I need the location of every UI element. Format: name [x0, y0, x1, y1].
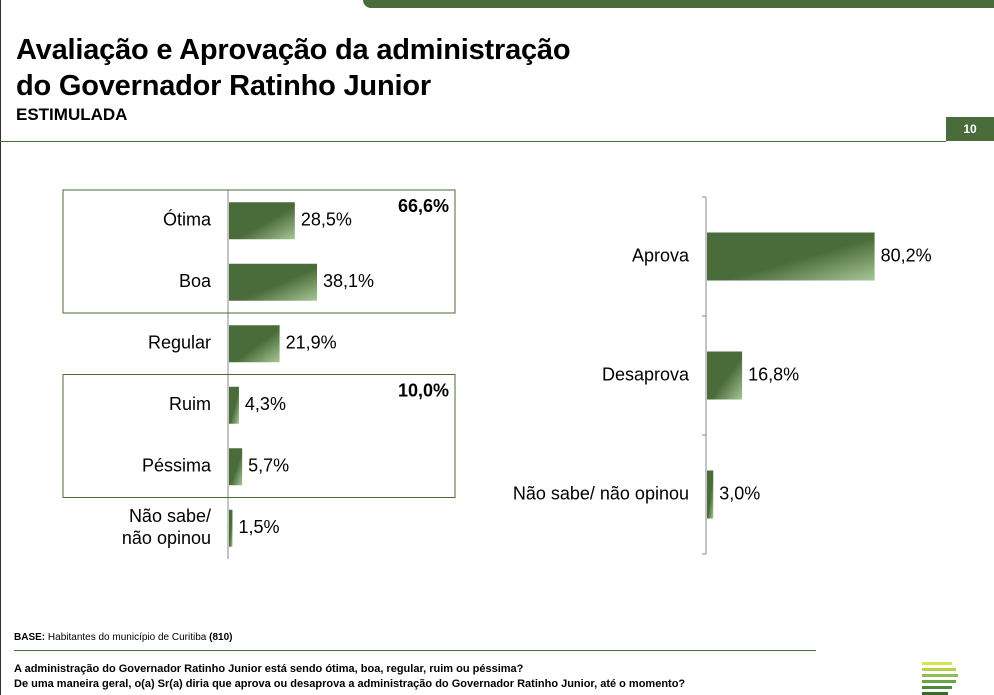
approval-chart: Aprova 80,2% Desaprova 16,8% Não sabe/ não o…: [513, 196, 932, 555]
group-total-1: 66,6%: [398, 196, 449, 216]
base-count: (810): [209, 632, 233, 643]
value-label-ruim: 4,3%: [245, 394, 286, 414]
value-label-otima: 28,5%: [301, 210, 352, 230]
value-label-desaprova: 16,8%: [748, 364, 799, 384]
group-total-2: 10,0%: [398, 380, 449, 400]
base-note: BASE: Habitantes do município de Curitib…: [14, 632, 232, 643]
value-label-aprova: 80,2%: [881, 245, 932, 265]
bar-ruim: [229, 386, 239, 424]
base-text: Habitantes do município de Curitiba: [47, 632, 207, 643]
slide-border: [0, 0, 1, 695]
category-label-boa: Boa: [179, 271, 212, 291]
page-subtitle: ESTIMULADA: [16, 105, 128, 124]
bar-nao-sabe-nao-opinou: [707, 470, 714, 519]
category-label-nao-sabe-nao-opinou: Não sabe/ não opinou: [513, 483, 689, 503]
bar-nao-sabe-nao-opinou: [229, 509, 233, 547]
bar-regular: [229, 325, 280, 363]
bar-desaprova: [707, 351, 743, 400]
title-line-1: Avaliação e Aprovação da administração: [16, 34, 571, 66]
question-line-1: A administração do Governador Ratinho Ju…: [14, 663, 524, 675]
footer-divider: [14, 650, 816, 651]
group-box-1: [62, 189, 456, 314]
survey-questions: A administração do Governador Ratinho Ju…: [14, 662, 685, 692]
bar-boa: [229, 263, 318, 301]
base-label: BASE:: [14, 632, 46, 643]
evaluation-chart: Ótima 28,5% Boa 38,1% Regular 21,9% Ruim 4,3% Pé…: [62, 189, 456, 559]
value-label-nao-sabe-nao-opinou: 1,5%: [238, 517, 279, 537]
value-label-regular: 21,9%: [286, 333, 337, 353]
bar-pessima: [229, 448, 243, 486]
value-label-boa: 38,1%: [323, 271, 374, 291]
value-label-nao-sabe-nao-opinou: 3,0%: [719, 483, 760, 503]
category-label-otima: Ótima: [163, 209, 212, 230]
value-label-pessima: 5,7%: [248, 456, 289, 476]
category-label-pessima: Péssima: [142, 456, 212, 476]
page-title: Avaliação e Aprovação da administração d…: [16, 32, 571, 104]
bar-aprova: [707, 232, 875, 281]
header-divider: [0, 141, 946, 142]
bar-otima: [229, 202, 295, 240]
title-line-2: do Governador Ratinho Junior: [16, 70, 431, 102]
category-label-regular: Regular: [148, 333, 211, 353]
top-accent-bar: [363, 0, 994, 8]
company-logo-icon: [922, 662, 958, 695]
category-label-nao-sabe-nao-opinou: Não sabe/não opinou: [122, 506, 211, 548]
question-line-2: De uma maneira geral, o(a) Sr(a) diria q…: [14, 678, 686, 690]
category-label-ruim: Ruim: [169, 394, 211, 414]
category-label-desaprova: Desaprova: [602, 364, 690, 384]
group-box-2: [62, 374, 456, 498]
category-label-aprova: Aprova: [632, 245, 690, 265]
page-number-badge: 10: [946, 117, 994, 141]
